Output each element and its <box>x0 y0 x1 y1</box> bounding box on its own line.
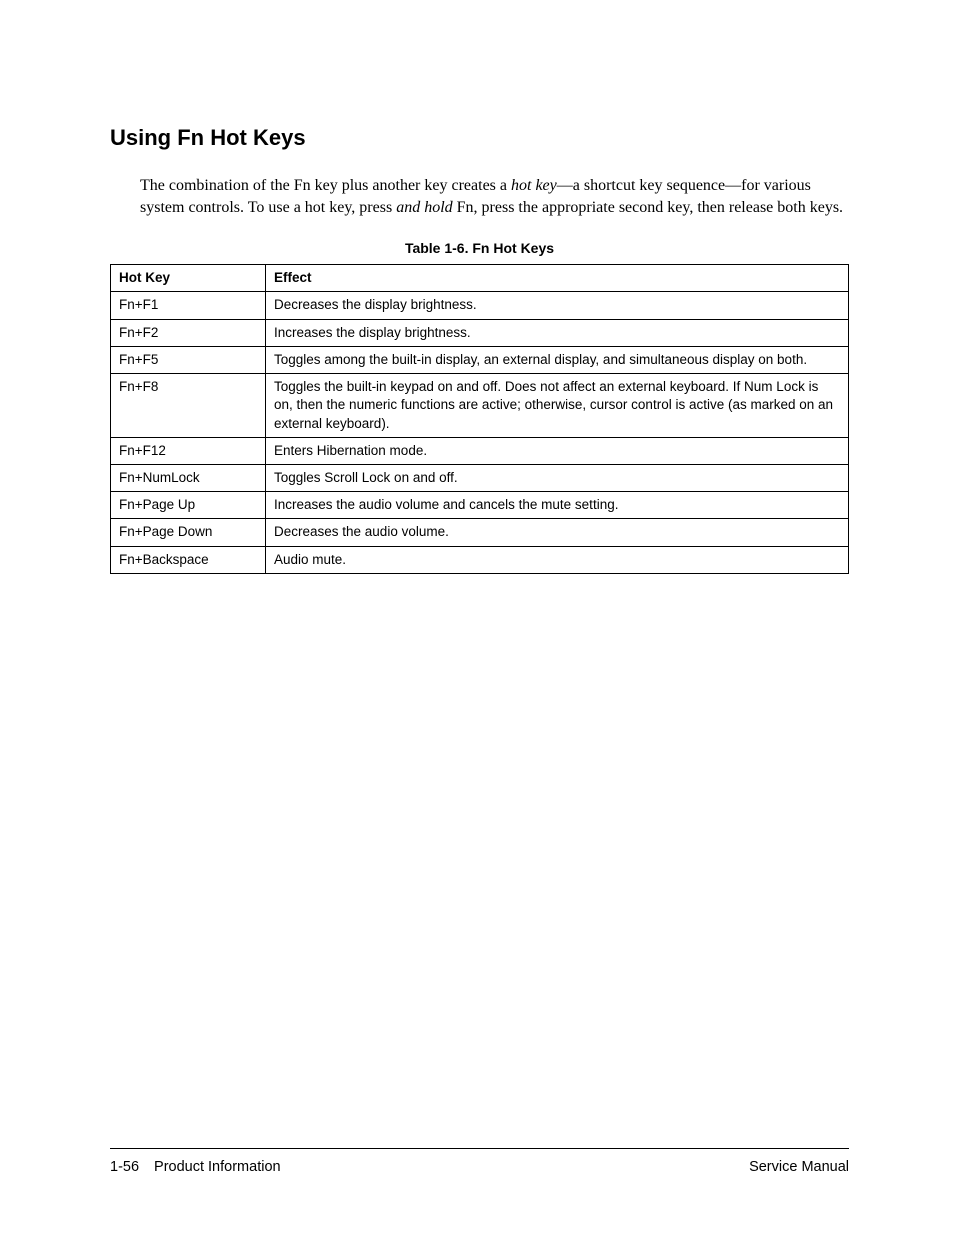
section-heading: Using Fn Hot Keys <box>110 125 849 151</box>
cell-key: Fn+F12 <box>111 437 266 464</box>
cell-effect: Increases the display brightness. <box>266 319 849 346</box>
intro-seg1: The combination of the Fn key plus anoth… <box>140 177 511 194</box>
table-row: Fn+Page Up Increases the audio volume an… <box>111 492 849 519</box>
footer-left: 1-56 Product Information <box>110 1159 281 1175</box>
table-header-row: Hot Key Effect <box>111 265 849 292</box>
footer-section: Product Information <box>154 1159 281 1175</box>
table-row: Fn+F2 Increases the display brightness. <box>111 319 849 346</box>
intro-seg3: Fn, press the appropriate second key, th… <box>453 199 843 216</box>
cell-key: Fn+Page Up <box>111 492 266 519</box>
cell-effect: Toggles Scroll Lock on and off. <box>266 464 849 491</box>
intro-andhold-term: and hold <box>396 199 452 216</box>
cell-key: Fn+F1 <box>111 292 266 319</box>
cell-key: Fn+NumLock <box>111 464 266 491</box>
intro-paragraph: The combination of the Fn key plus anoth… <box>140 175 849 218</box>
cell-key: Fn+Page Down <box>111 519 266 546</box>
cell-effect: Decreases the audio volume. <box>266 519 849 546</box>
hotkeys-table: Hot Key Effect Fn+F1 Decreases the displ… <box>110 264 849 574</box>
cell-key: Fn+F5 <box>111 346 266 373</box>
table-header-key: Hot Key <box>111 265 266 292</box>
cell-effect: Toggles the built-in keypad on and off. … <box>266 374 849 438</box>
table-header-effect: Effect <box>266 265 849 292</box>
page-footer: 1-56 Product Information Service Manual <box>110 1148 849 1175</box>
cell-effect: Audio mute. <box>266 546 849 573</box>
cell-effect: Toggles among the built-in display, an e… <box>266 346 849 373</box>
table-row: Fn+F5 Toggles among the built-in display… <box>111 346 849 373</box>
footer-page-number: 1-56 <box>110 1159 150 1175</box>
table-row: Fn+F8 Toggles the built-in keypad on and… <box>111 374 849 438</box>
cell-effect: Enters Hibernation mode. <box>266 437 849 464</box>
intro-hotkey-term: hot key <box>511 177 557 194</box>
cell-effect: Decreases the display brightness. <box>266 292 849 319</box>
table-row: Fn+F1 Decreases the display brightness. <box>111 292 849 319</box>
table-row: Fn+Page Down Decreases the audio volume. <box>111 519 849 546</box>
footer-doc-title: Service Manual <box>749 1159 849 1175</box>
table-caption: Table 1-6. Fn Hot Keys <box>110 240 849 256</box>
cell-key: Fn+F8 <box>111 374 266 438</box>
page: Using Fn Hot Keys The combination of the… <box>0 0 954 1235</box>
table-row: Fn+NumLock Toggles Scroll Lock on and of… <box>111 464 849 491</box>
table-row: Fn+F12 Enters Hibernation mode. <box>111 437 849 464</box>
cell-effect: Increases the audio volume and cancels t… <box>266 492 849 519</box>
cell-key: Fn+Backspace <box>111 546 266 573</box>
cell-key: Fn+F2 <box>111 319 266 346</box>
table-row: Fn+Backspace Audio mute. <box>111 546 849 573</box>
